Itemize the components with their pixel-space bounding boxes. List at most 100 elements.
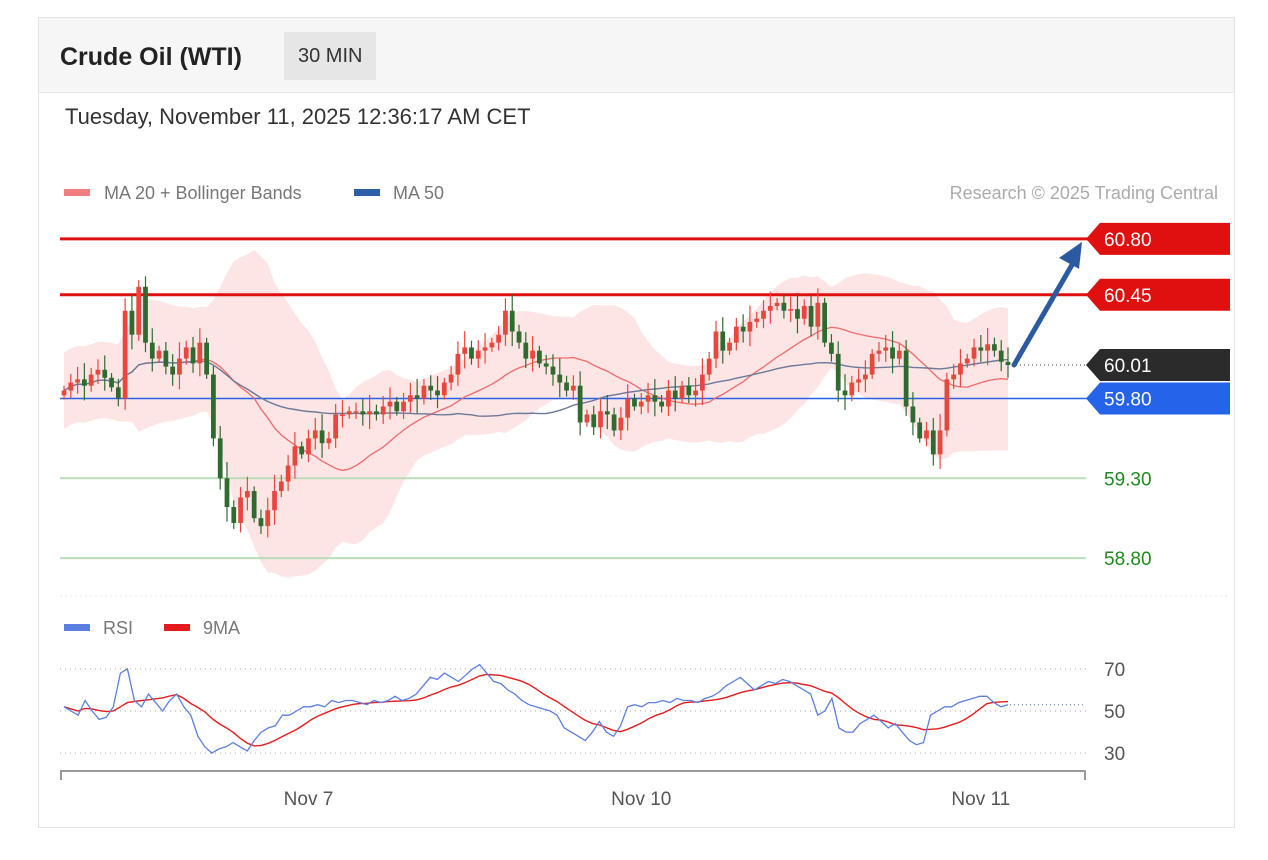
candle-body — [353, 411, 359, 413]
candle — [611, 407, 617, 437]
candle-body — [489, 342, 495, 348]
candle — [299, 441, 305, 459]
candle-body — [407, 395, 413, 402]
candle — [801, 299, 807, 325]
candle-body — [482, 347, 488, 351]
candle-body — [312, 430, 318, 439]
candle-body — [414, 395, 420, 399]
candle — [61, 385, 67, 400]
candle-body — [475, 350, 481, 359]
candle-body — [611, 414, 617, 431]
candle-body — [686, 385, 692, 396]
candle — [435, 376, 440, 409]
candle — [462, 331, 468, 369]
candle-body — [68, 382, 74, 391]
legend-label-ma50: MA 50 — [393, 183, 444, 203]
candle-body — [217, 438, 223, 479]
candle — [367, 395, 372, 430]
candle-body — [523, 342, 529, 359]
candle-body — [109, 377, 114, 388]
candle — [285, 455, 291, 491]
candle — [469, 340, 474, 365]
candle — [217, 425, 223, 490]
rsi-tick-label: 70 — [1104, 660, 1125, 681]
candle-body — [231, 507, 237, 523]
candle-body — [652, 395, 658, 402]
candle-body — [604, 411, 610, 415]
moving-averages — [63, 326, 1009, 472]
candle — [822, 297, 828, 347]
candle-body — [503, 310, 508, 335]
candle-body — [822, 302, 828, 343]
candle — [543, 354, 549, 375]
level-lines — [60, 237, 1230, 560]
candle-body — [333, 414, 339, 439]
candle-body — [570, 385, 576, 391]
candle-body — [679, 385, 685, 399]
candle-body — [102, 369, 108, 378]
candle — [829, 334, 834, 362]
candle — [401, 393, 406, 420]
candle-body — [930, 430, 936, 455]
candle-body — [537, 350, 542, 364]
candle-body — [924, 430, 929, 439]
candle-body — [992, 344, 997, 351]
candle-body — [700, 374, 705, 391]
resistance-label-bg — [1086, 222, 1230, 255]
candle — [632, 393, 637, 411]
candle-body — [421, 385, 427, 399]
candle-body — [625, 398, 631, 418]
candle-body — [958, 363, 963, 375]
candle-body — [666, 390, 671, 407]
candle — [917, 417, 923, 443]
candle-body — [435, 390, 440, 396]
candle — [842, 374, 848, 410]
candle-body — [170, 366, 176, 375]
candle — [713, 320, 719, 369]
candle-body — [754, 318, 760, 322]
candle-body — [917, 422, 923, 439]
candle — [475, 340, 481, 369]
candle-body — [88, 374, 94, 386]
candle — [924, 421, 929, 447]
candle-body — [598, 411, 603, 428]
candle — [489, 337, 495, 352]
candle — [129, 294, 135, 350]
candle-body — [428, 385, 434, 391]
x-tick-label: Nov 10 — [611, 789, 671, 810]
candle — [88, 367, 94, 392]
candle-body — [937, 430, 943, 455]
candle — [591, 405, 597, 435]
rsi-line — [63, 663, 1009, 754]
pivot-label-bg — [1086, 382, 1230, 415]
candle-body — [183, 347, 189, 359]
legend-swatch-9ma — [164, 624, 190, 631]
candle-body — [340, 414, 345, 416]
legend-label-rsi: RSI — [103, 618, 133, 638]
timeframe-badge[interactable]: 30 MIN — [284, 32, 377, 80]
candle — [312, 417, 318, 450]
candle — [747, 305, 753, 347]
candle-body — [849, 382, 855, 396]
candle — [693, 378, 698, 407]
candle — [781, 294, 787, 319]
candle — [700, 358, 705, 406]
candle — [788, 296, 794, 322]
timestamp: Tuesday, November 11, 2025 12:36:17 AM C… — [65, 104, 531, 129]
candle — [272, 474, 277, 525]
candle — [394, 396, 400, 416]
candle-body — [645, 395, 651, 402]
candle — [733, 318, 739, 351]
candle-body — [448, 374, 454, 383]
candle — [537, 345, 542, 368]
candle — [149, 328, 155, 372]
candle-body — [727, 342, 732, 351]
candle — [340, 400, 345, 428]
candle-body — [75, 379, 80, 383]
candle — [238, 486, 243, 533]
candle — [421, 379, 427, 405]
candle — [767, 291, 773, 324]
candle — [306, 429, 311, 463]
candle-body — [278, 481, 284, 492]
candle — [346, 406, 352, 419]
